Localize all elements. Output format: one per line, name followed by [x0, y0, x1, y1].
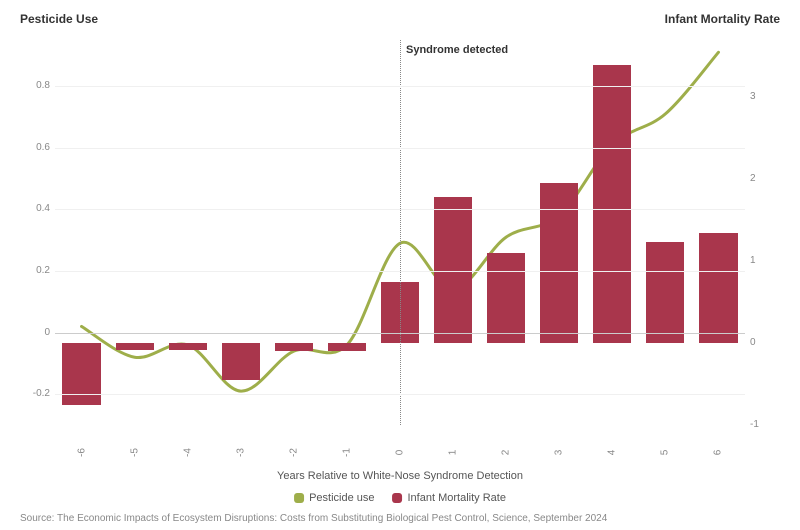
- bar: [328, 343, 366, 351]
- gridline: [55, 333, 745, 334]
- x-tick: 5: [660, 450, 671, 456]
- syndrome-detected-label: Syndrome detected: [406, 44, 508, 56]
- x-tick: -6: [76, 448, 87, 457]
- gridline: [55, 209, 745, 210]
- bar: [593, 65, 631, 344]
- bar: [699, 233, 737, 344]
- x-tick: -4: [182, 448, 193, 457]
- x-tick: 6: [713, 450, 724, 456]
- y-tick-right: 0: [750, 337, 780, 348]
- legend: Pesticide use Infant Mortality Rate: [294, 492, 506, 504]
- bar: [222, 343, 260, 380]
- y-tick-left: 0.6: [20, 142, 50, 153]
- x-tick: -1: [341, 448, 352, 457]
- legend-label: Infant Mortality Rate: [408, 492, 506, 504]
- legend-label: Pesticide use: [309, 492, 374, 504]
- y-tick-left: -0.2: [20, 388, 50, 399]
- gridline: [55, 394, 745, 395]
- x-tick: 0: [395, 450, 406, 456]
- x-tick: -3: [235, 448, 246, 457]
- gridline: [55, 86, 745, 87]
- gridline: [55, 148, 745, 149]
- bar: [646, 242, 684, 343]
- bar: [62, 343, 100, 404]
- y-tick-left: 0.8: [20, 80, 50, 91]
- y-tick-left: 0.2: [20, 265, 50, 276]
- y-tick-right: 3: [750, 91, 780, 102]
- x-tick: 3: [554, 450, 565, 456]
- bar: [540, 183, 578, 343]
- plot-area: Syndrome detected: [55, 40, 745, 425]
- bar: [275, 343, 313, 351]
- gridline: [55, 271, 745, 272]
- legend-item-infant-mortality: Infant Mortality Rate: [393, 492, 506, 504]
- y-tick-right: 2: [750, 173, 780, 184]
- source-text: Source: The Economic Impacts of Ecosyste…: [20, 513, 780, 524]
- bar: [487, 253, 525, 343]
- chart-container: Pesticide Use Infant Mortality Rate Synd…: [0, 0, 800, 530]
- x-tick: 2: [501, 450, 512, 456]
- legend-item-pesticide: Pesticide use: [294, 492, 374, 504]
- syndrome-detected-line: [400, 40, 401, 425]
- x-tick: 1: [448, 450, 459, 456]
- x-axis-label: Years Relative to White-Nose Syndrome De…: [277, 470, 523, 482]
- y-tick-right: 1: [750, 255, 780, 266]
- legend-swatch-bar-icon: [393, 493, 403, 503]
- y-axis-right-title: Infant Mortality Rate: [665, 12, 780, 26]
- y-tick-left: 0: [20, 327, 50, 338]
- y-tick-left: 0.4: [20, 203, 50, 214]
- x-tick: -5: [129, 448, 140, 457]
- y-tick-right: -1: [750, 419, 780, 430]
- bar: [116, 343, 154, 350]
- y-axis-left-title: Pesticide Use: [20, 12, 98, 26]
- x-tick: -2: [288, 448, 299, 457]
- bar: [169, 343, 207, 350]
- legend-swatch-line-icon: [294, 493, 304, 503]
- x-tick: 4: [607, 450, 618, 456]
